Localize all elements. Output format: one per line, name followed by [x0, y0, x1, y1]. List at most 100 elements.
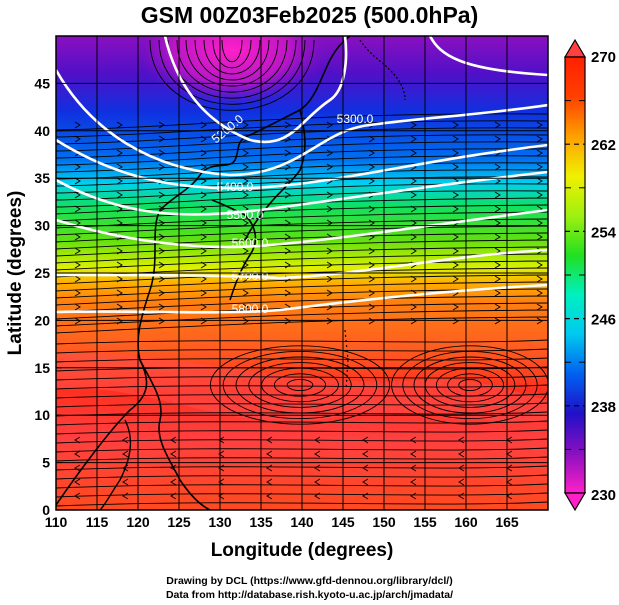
- streamline: [56, 190, 548, 208]
- streamline: [56, 309, 548, 327]
- streamline: [248, 362, 352, 408]
- cold-low-center: [137, 36, 327, 105]
- streamline-arrow: [284, 121, 291, 129]
- streamline-arrow: [284, 191, 291, 199]
- streamline-arrow: [158, 233, 165, 241]
- streamline-arrow: [314, 478, 321, 486]
- credit-dcl: Drawing by DCL (https://www.gfd-dennou.o…: [166, 575, 453, 587]
- y-tick-label: 15: [34, 360, 50, 376]
- streamline-arrow: [116, 205, 123, 213]
- streamline-arrow: [410, 247, 417, 255]
- streamline-arrow: [74, 436, 81, 444]
- streamline-arrow: [74, 247, 81, 255]
- streamline-arrow: [158, 219, 165, 227]
- streamline-arrow: [284, 317, 291, 325]
- streamline: [56, 474, 548, 480]
- streamline-arrow: [218, 450, 225, 458]
- streamline: [56, 465, 548, 471]
- streamline-arrow: [494, 205, 501, 213]
- streamline-arrow: [452, 275, 459, 283]
- streamline-arrow: [536, 303, 543, 311]
- streamline: [56, 295, 548, 313]
- streamline-arrow: [158, 121, 165, 129]
- streamline-arrow: [74, 492, 81, 500]
- streamline-arrow: [362, 436, 369, 444]
- streamline: [56, 447, 548, 453]
- streamline: [56, 274, 548, 292]
- streamline-arrow: [536, 121, 543, 129]
- streamline-arrow: [242, 317, 249, 325]
- streamline: [56, 384, 548, 390]
- streamline: [56, 162, 548, 180]
- credit-data-source: Data from http://database.rish.kyoto-u.a…: [165, 589, 454, 601]
- streamline-arrow: [326, 191, 333, 199]
- streamline-arrow: [74, 289, 81, 297]
- streamline-arrow: [116, 289, 123, 297]
- streamline-arrow: [536, 177, 543, 185]
- streamline: [209, 345, 391, 425]
- contour-label: 5300.0: [337, 112, 374, 126]
- streamline-arrow: [170, 436, 177, 444]
- streamline-arrow: [116, 317, 123, 325]
- streamline-arrow: [74, 205, 81, 213]
- contour-label: 5400.0: [217, 180, 254, 194]
- streamline: [56, 120, 548, 138]
- streamline-arrow: [362, 492, 369, 500]
- streamline: [391, 345, 548, 425]
- streamline-arrow: [326, 121, 333, 129]
- x-tick-label: 145: [331, 514, 355, 530]
- streamline: [56, 402, 548, 408]
- streamline-arrow: [116, 191, 123, 199]
- streamline-arrow: [368, 163, 375, 171]
- streamline-arrow: [284, 247, 291, 255]
- streamline-arrow: [266, 492, 273, 500]
- streamline-arrow: [458, 478, 465, 486]
- streamline-arrow: [200, 303, 207, 311]
- streamline: [56, 281, 548, 299]
- y-axis-label: Latitude (degrees): [5, 191, 26, 356]
- streamline-arrow: [494, 219, 501, 227]
- streamline-arrow: [452, 191, 459, 199]
- streamline-arrow: [158, 303, 165, 311]
- streamline-arrow: [284, 163, 291, 171]
- streamline-arrow: [218, 436, 225, 444]
- streamline-arrow: [122, 478, 129, 486]
- colorbar: 270 262 254 246 238 230: [563, 38, 617, 512]
- x-tick-label: 160: [454, 514, 478, 530]
- streamline-arrow: [314, 464, 321, 472]
- streamline-arrow: [170, 492, 177, 500]
- streamline-arrow: [116, 247, 123, 255]
- streamline-arrow: [116, 163, 123, 171]
- x-tick-label: 140: [290, 514, 314, 530]
- x-tick-label: 120: [126, 514, 150, 530]
- x-tick-label: 135: [249, 514, 273, 530]
- streamline-arrow: [536, 163, 543, 171]
- map-plot-area: 5200.0 5300.05400.05500.05600.05700.05800…: [56, 36, 548, 510]
- streamline-arrow: [314, 492, 321, 500]
- streamline-arrow: [368, 289, 375, 297]
- streamline-arrow: [158, 191, 165, 199]
- streamline-arrow: [410, 464, 417, 472]
- x-tick-label: 125: [167, 514, 191, 530]
- coastlines: [56, 36, 406, 510]
- streamline-arrow: [452, 149, 459, 157]
- streamline-arrow: [368, 275, 375, 283]
- streamline-arrow: [326, 149, 333, 157]
- y-tick-label: 10: [34, 407, 50, 423]
- streamline-arrow: [368, 149, 375, 157]
- contour-label: 5700.0: [232, 269, 269, 283]
- streamline-arrow: [284, 233, 291, 241]
- streamline: [149, 39, 315, 111]
- colorbar-tick-label: 262: [591, 137, 616, 154]
- streamline-arrow: [410, 478, 417, 486]
- streamline-arrow: [452, 121, 459, 129]
- streamline-arrow: [452, 135, 459, 143]
- streamline-arrow: [158, 135, 165, 143]
- x-tick-label: 165: [495, 514, 519, 530]
- streamline-arrow: [74, 478, 81, 486]
- streamline-arrow: [410, 205, 417, 213]
- streamline-arrow: [458, 436, 465, 444]
- streamline-arrow: [452, 163, 459, 171]
- streamline-arrow: [410, 177, 417, 185]
